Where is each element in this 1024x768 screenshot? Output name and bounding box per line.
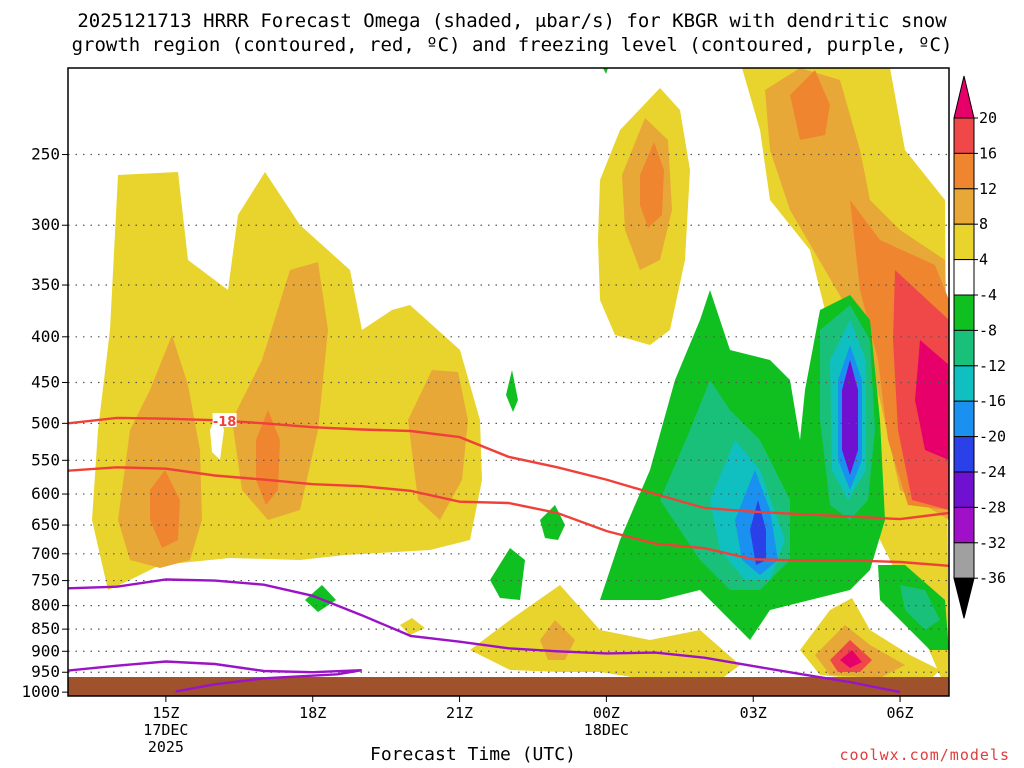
- omega-fill-green-small-2: [490, 548, 525, 600]
- contour-label-bg: [212, 413, 237, 428]
- y-tick-label: 700: [31, 544, 60, 563]
- y-tick-label: 1000: [21, 682, 60, 701]
- omega-fill-yellow-top-right: [742, 68, 949, 696]
- colorbar-segment: [953, 259, 975, 296]
- colorbar-label: -8: [979, 321, 997, 339]
- omega-fill-orange-left-1: [118, 335, 202, 568]
- x-tick-label: 21Z: [446, 704, 473, 722]
- omega-shading: [92, 68, 949, 696]
- colorbar-label: -4: [979, 286, 997, 304]
- colorbar-segment: [953, 400, 975, 438]
- freezing-contour-1: [68, 660, 362, 693]
- pressure-axis: 250 300 350 400 450 500 550 600 650 700 750 800 850 9…: [21, 145, 68, 701]
- chart-title-line-1: 2025121713 HRRR Forecast Omega (shaded, …: [77, 10, 947, 32]
- colorbar-label: -28: [979, 498, 1006, 516]
- chart-title-line-2: growth region (contoured, red, ºC) and f…: [71, 34, 953, 56]
- colorbar-segment: [953, 365, 975, 402]
- x-tick-sublabel: 18DEC: [584, 721, 629, 739]
- y-tick-label: 400: [31, 327, 60, 346]
- colorbar-label: -24: [979, 463, 1006, 481]
- omega-fill-magenta-low-right: [840, 650, 862, 668]
- colorbar-segment: [953, 223, 975, 261]
- colorbar-arrow-top: [953, 75, 975, 119]
- colorbar-label: -16: [979, 392, 1006, 410]
- x-tick-label: 15Z: [152, 704, 179, 722]
- omega-fill-navy-main: [750, 500, 766, 565]
- colorbar-segment: [953, 506, 975, 544]
- x-tick-label: 03Z: [740, 704, 767, 722]
- colorbar-segment: [953, 542, 975, 579]
- x-tick-label: 18Z: [299, 704, 326, 722]
- omega-fill-darkorange-top-right: [790, 70, 830, 140]
- colorbar-label: -20: [979, 428, 1006, 446]
- y-tick-label: 600: [31, 484, 60, 503]
- colorbar-arrow-bottom: [953, 577, 975, 619]
- colorbar-segment: [953, 152, 975, 190]
- omega-fill-orange-left-3: [408, 370, 468, 520]
- y-tick-label: 800: [31, 596, 60, 615]
- credit-link[interactable]: coolwx.com/models: [839, 746, 1010, 764]
- colorbar-segment: [953, 436, 975, 473]
- colorbar-label: 12: [979, 180, 997, 198]
- y-tick-label: 450: [31, 372, 60, 391]
- y-tick-label: 850: [31, 619, 60, 638]
- colorbar-label: 8: [979, 215, 988, 233]
- x-tick-sublabel: 2025: [148, 738, 184, 756]
- omega-fill-green-top-tiny: [603, 68, 608, 74]
- omega-fill-purple-right: [842, 360, 858, 475]
- colorbar-label: 4: [979, 251, 988, 269]
- terrain-surface: [68, 677, 949, 696]
- colorbar-segment: [953, 471, 975, 508]
- omega-fill-yellow-low-mid: [470, 585, 740, 680]
- colorbar-label: -36: [979, 569, 1006, 587]
- y-tick-label: 250: [31, 145, 60, 164]
- omega-fill-yellow-low-left: [400, 618, 425, 635]
- omega-fill-darkorange-left: [150, 470, 180, 548]
- colorbar-segment: [953, 117, 975, 154]
- omega-colorbar: 20 16 12 8 4 -4 -8 -12 -16 -20 -24 -28 -32 -36: [953, 75, 1006, 619]
- dgz-contour-1: [68, 466, 949, 567]
- colorbar-label: -32: [979, 534, 1006, 552]
- omega-fill-magenta-right: [915, 340, 949, 460]
- x-tick-label: 06Z: [887, 704, 914, 722]
- y-tick-label: 350: [31, 275, 60, 294]
- omega-fill-green-small-3: [506, 370, 518, 412]
- colorbar-label: 20: [979, 109, 997, 127]
- y-tick-label: 500: [31, 413, 60, 432]
- y-tick-label: 550: [31, 450, 60, 469]
- x-axis-title: Forecast Time (UTC): [370, 744, 576, 765]
- y-tick-label: 950: [31, 662, 60, 681]
- y-tick-label: 650: [31, 515, 60, 534]
- colorbar-label: 16: [979, 144, 997, 162]
- colorbar-label: -12: [979, 357, 1006, 375]
- colorbar-segment: [953, 188, 975, 225]
- omega-fill-teal-low-right: [900, 585, 940, 630]
- y-tick-label: 750: [31, 571, 60, 590]
- y-tick-label: 300: [31, 215, 60, 234]
- colorbar-segment: [953, 329, 975, 367]
- dgz-contour-label: -18: [213, 415, 237, 430]
- temperature-contours: -18: [68, 413, 949, 694]
- colorbar-segment: [953, 294, 975, 331]
- x-tick-label: 00Z: [593, 704, 620, 722]
- freezing-contour-0: [68, 578, 901, 694]
- y-tick-label: 900: [31, 641, 60, 660]
- omega-fill-darkorange-top-mid: [640, 142, 664, 228]
- x-tick-sublabel: 17DEC: [143, 721, 188, 739]
